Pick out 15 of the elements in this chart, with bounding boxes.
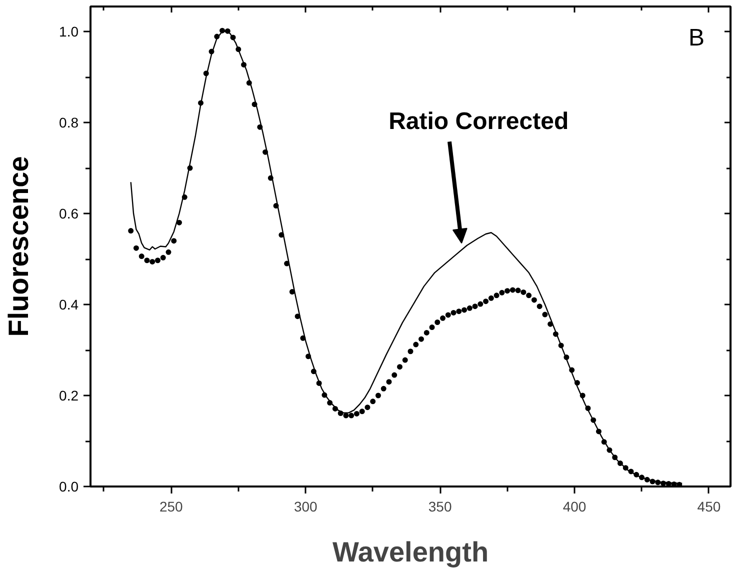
x-tick-label: 250 [159, 498, 184, 514]
x-tick-label: 400 [562, 498, 586, 514]
y-tick-label: 1.0 [59, 24, 79, 40]
x-tick-label: 300 [294, 498, 318, 514]
y-tick-label: 0.2 [59, 388, 79, 404]
x-axis-title: Wavelength [332, 536, 489, 568]
x-tick-label: 450 [697, 498, 721, 514]
y-axis-title: Fluorescence [3, 156, 34, 337]
y-tick-label: 0.0 [59, 478, 79, 494]
y-tick-label: 0.8 [59, 114, 79, 131]
y-tick-label: 0.4 [59, 296, 79, 313]
annotation: Ratio Corrected [388, 108, 569, 136]
x-tick-label: 350 [428, 498, 452, 514]
y-tick-label: 0.6 [59, 206, 79, 222]
annotation: B [688, 24, 705, 52]
